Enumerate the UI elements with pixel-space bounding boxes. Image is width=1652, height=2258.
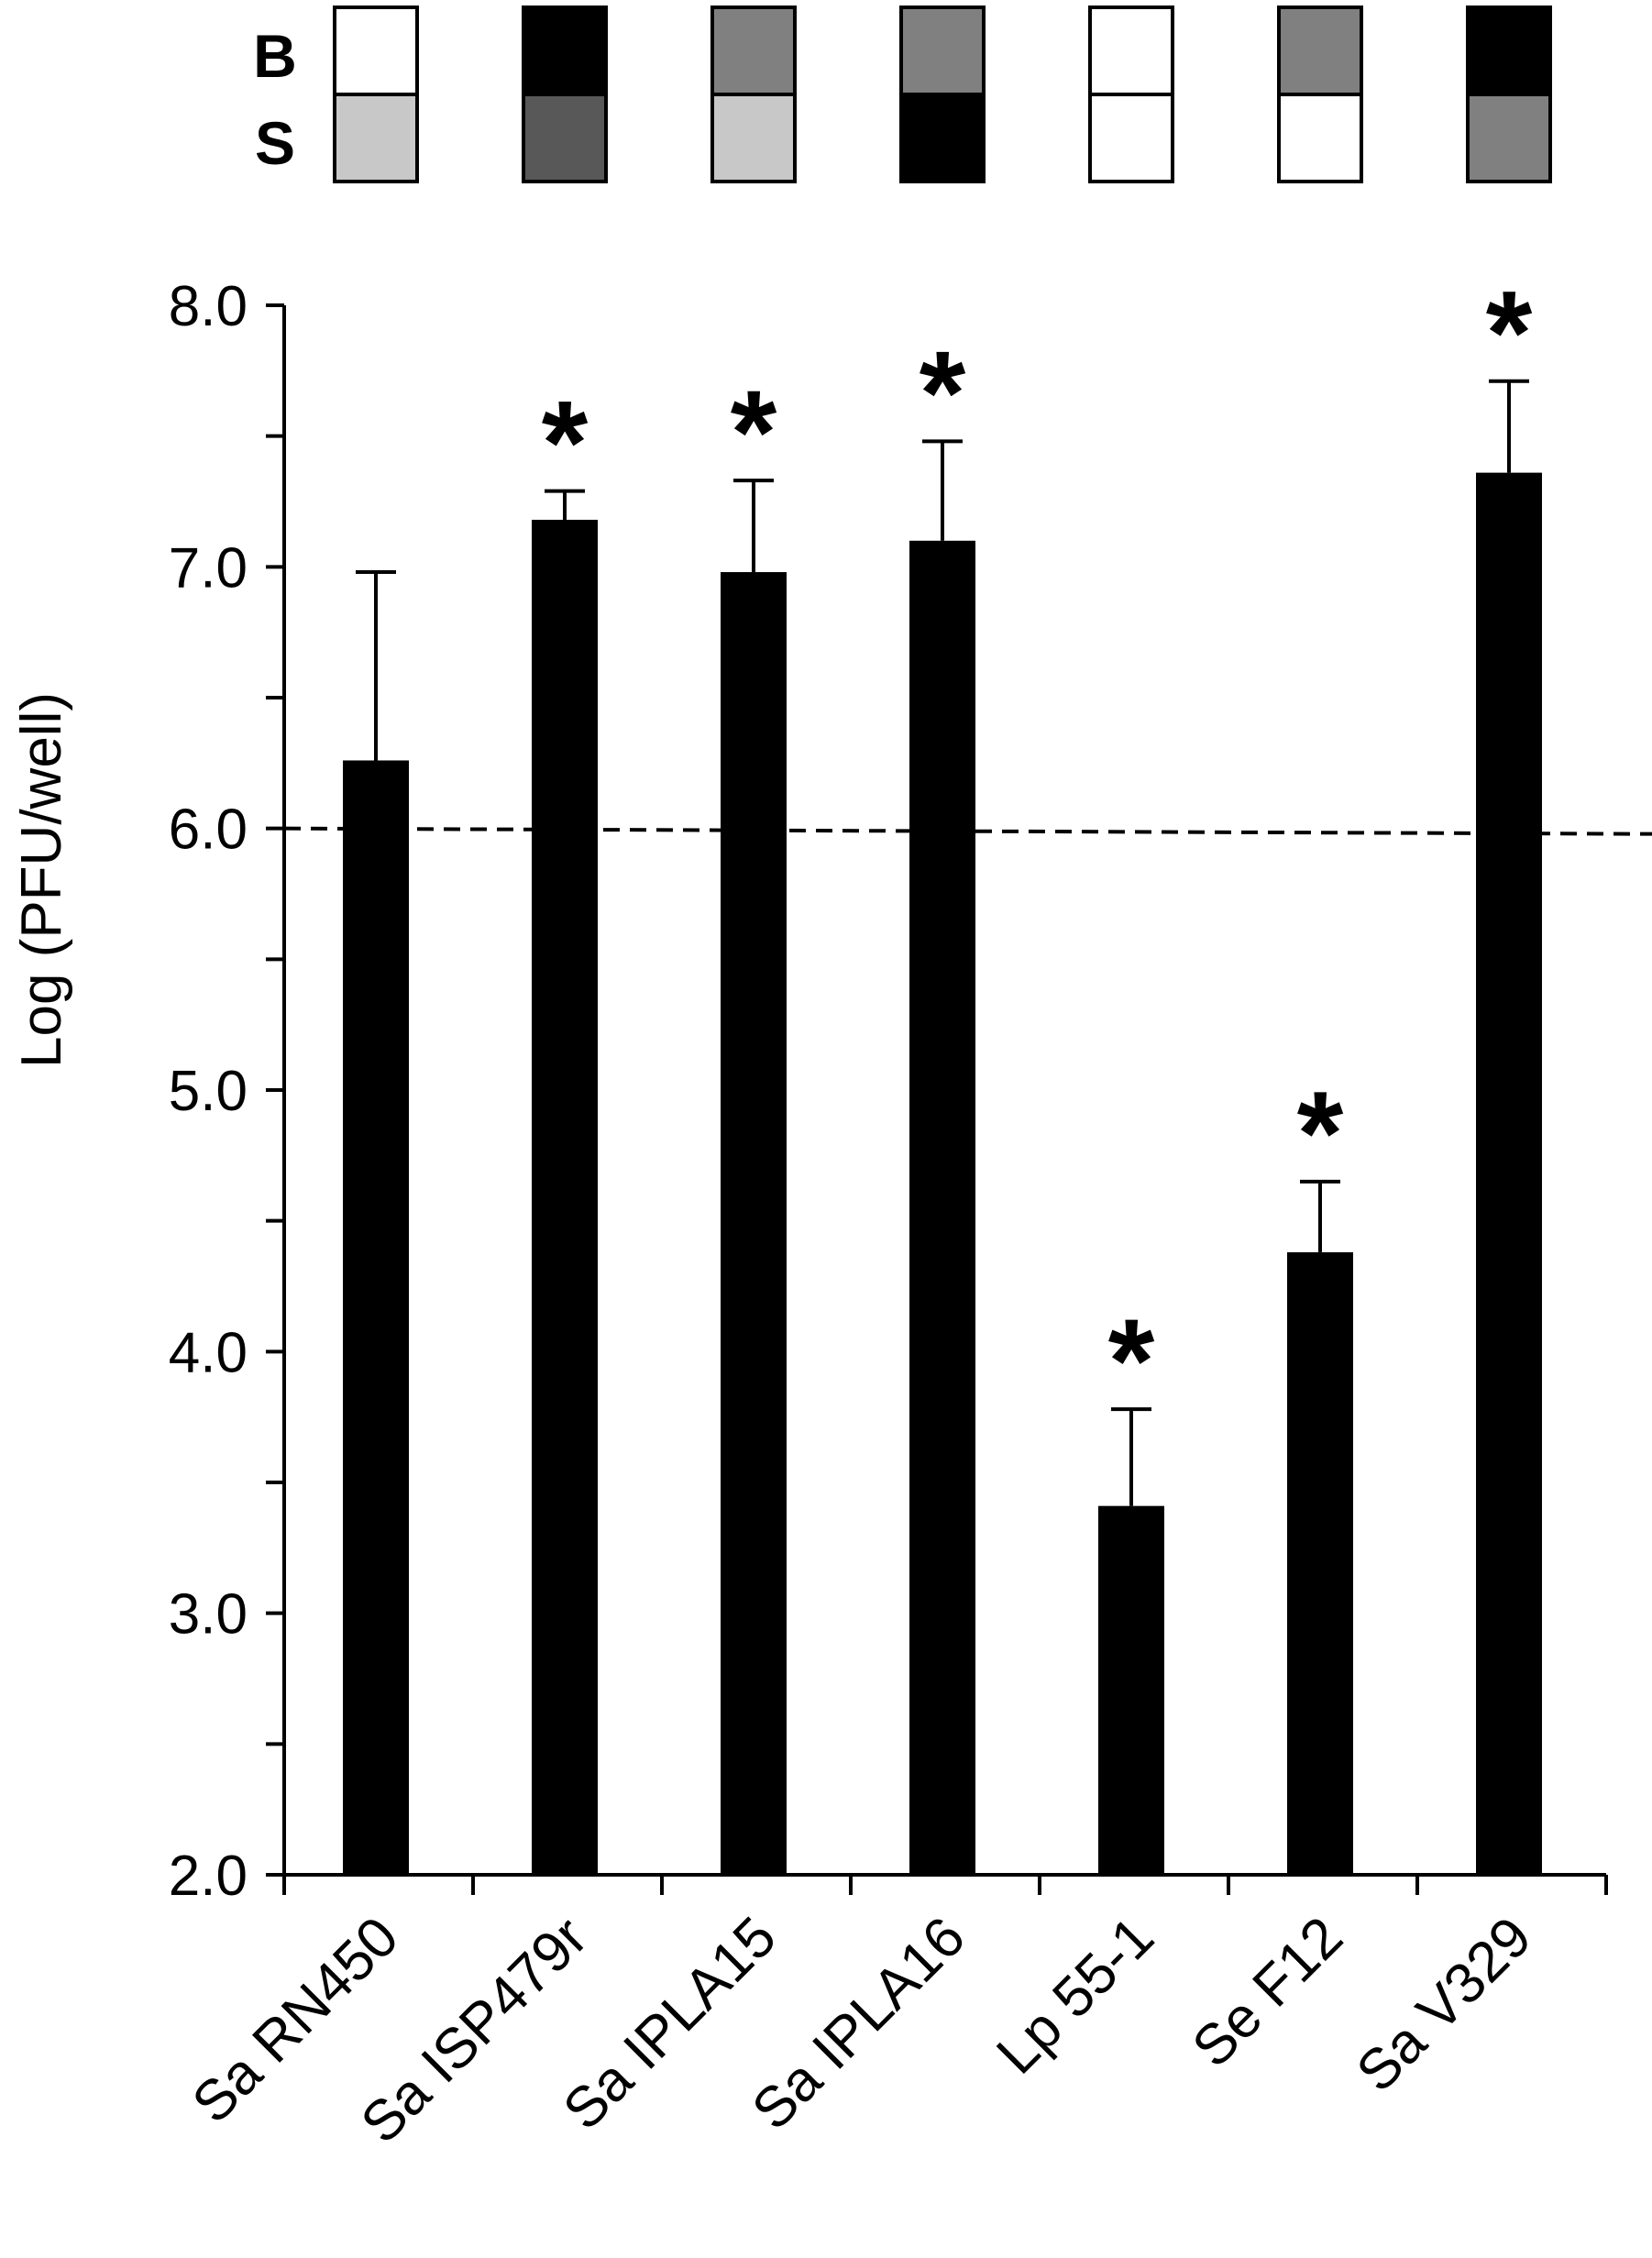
indicator-cell xyxy=(712,94,795,182)
y-tick-label: 7.0 xyxy=(169,536,248,600)
indicator-cell xyxy=(523,94,606,182)
bar xyxy=(909,540,975,1875)
y-tick-label: 8.0 xyxy=(169,275,248,338)
indicator-cell xyxy=(901,94,984,182)
significance-marker: * xyxy=(1486,266,1533,400)
indicator-cell xyxy=(1279,94,1361,182)
bar xyxy=(1098,1505,1164,1875)
bar xyxy=(343,760,409,1875)
bar xyxy=(721,572,787,1875)
bar xyxy=(532,519,598,1875)
bars: * * * * * * xyxy=(343,266,1542,1876)
reference-line xyxy=(283,826,1652,836)
category-label: Se F12 xyxy=(1181,1905,1355,2079)
indicator-cell xyxy=(1468,94,1550,182)
indicator-row-label: S xyxy=(255,109,295,177)
y-tick-label: 5.0 xyxy=(169,1060,248,1123)
category-label: Lp 55-1 xyxy=(985,1905,1165,2086)
significance-marker: * xyxy=(1297,1066,1344,1200)
indicator-grid: BS xyxy=(253,6,1552,183)
indicator-cell xyxy=(1090,7,1173,94)
y-tick-label: 3.0 xyxy=(169,1583,248,1647)
indicator-cell xyxy=(335,7,417,94)
indicator-cell xyxy=(523,7,606,94)
indicator-cell xyxy=(1279,7,1361,94)
category-label: Sa V329 xyxy=(1345,1905,1544,2104)
y-tick-label: 2.0 xyxy=(169,1845,248,1908)
indicator-cell xyxy=(901,7,984,94)
significance-marker: * xyxy=(920,325,966,459)
indicator-cell xyxy=(712,7,795,94)
indicator-cell xyxy=(1090,94,1173,182)
significance-marker: * xyxy=(731,365,777,499)
significance-marker: * xyxy=(542,376,589,510)
bar xyxy=(1287,1251,1353,1875)
y-tick-label: 4.0 xyxy=(169,1321,248,1384)
indicator-cell xyxy=(335,94,417,182)
bar xyxy=(1476,472,1542,1876)
significance-marker: * xyxy=(1108,1294,1155,1427)
indicator-row-label: B xyxy=(253,22,297,90)
indicator-cell xyxy=(1468,7,1550,94)
y-tick-label: 6.0 xyxy=(169,799,248,862)
y-axis-title: Log (PFU/well) xyxy=(10,692,73,1068)
